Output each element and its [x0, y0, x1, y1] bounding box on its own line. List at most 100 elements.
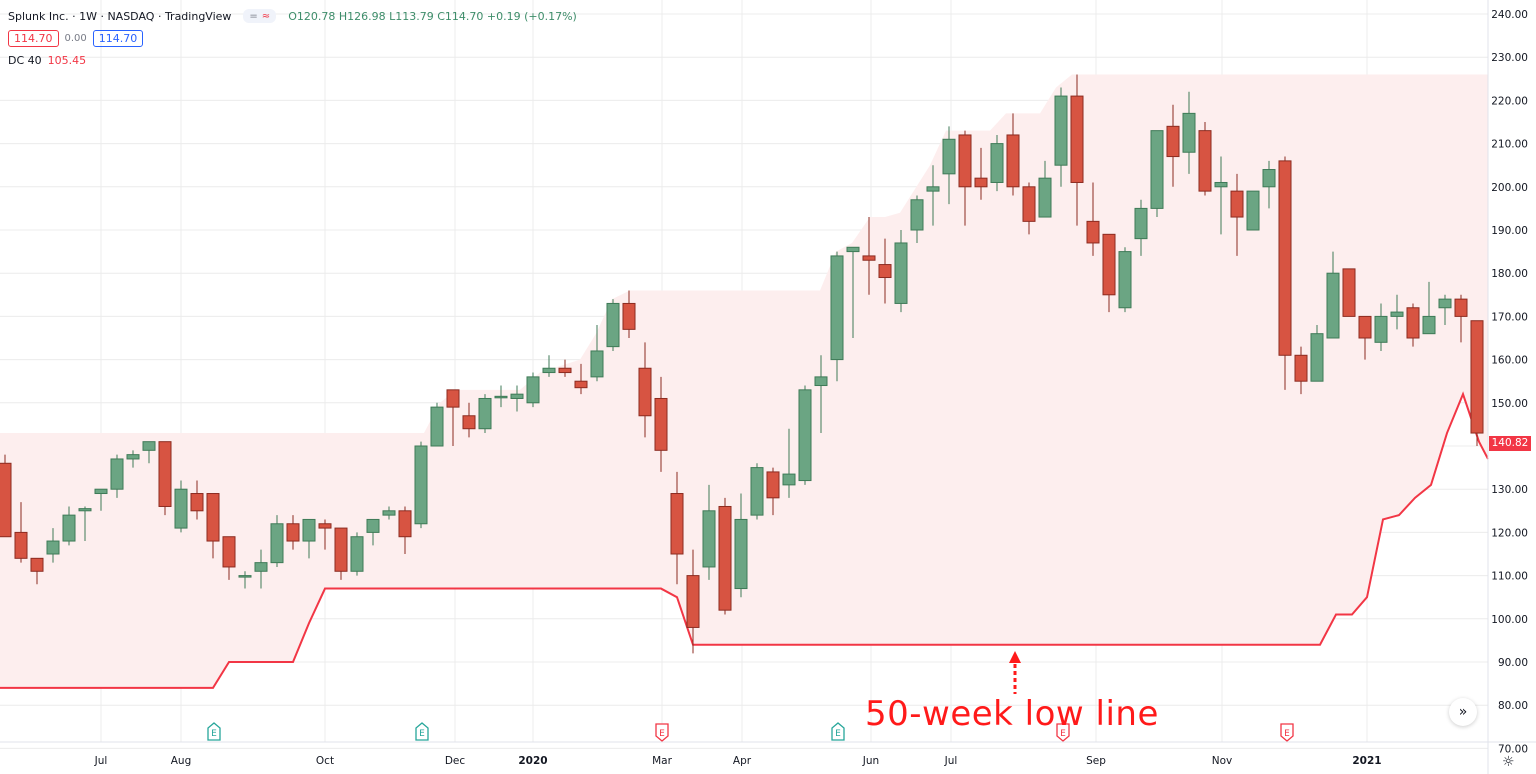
- candle: [46, 528, 60, 563]
- candle: [766, 467, 780, 516]
- candle: [1086, 182, 1100, 256]
- candle: [126, 450, 140, 468]
- candle: [1246, 190, 1260, 231]
- price-tick-label: 70.00: [1498, 743, 1528, 755]
- candle: [30, 557, 44, 585]
- earnings-marker-icon[interactable]: E: [831, 722, 845, 741]
- candle: [398, 506, 412, 554]
- candle: [974, 147, 988, 200]
- donchian-lower-line: [0, 391, 1489, 689]
- candle: [158, 441, 172, 516]
- approx-icon[interactable]: ≈: [261, 10, 271, 22]
- price-tick-label: 130.00: [1491, 484, 1528, 496]
- candle: [382, 506, 396, 520]
- candle: [958, 130, 972, 226]
- spread-value: 0.00: [64, 32, 87, 44]
- candle: [526, 372, 540, 408]
- candle: [910, 195, 924, 243]
- candle: [670, 471, 684, 585]
- scroll-to-realtime-button[interactable]: »: [1449, 698, 1477, 726]
- candle: [1230, 173, 1244, 256]
- candle: [1214, 156, 1228, 235]
- earnings-marker-icon[interactable]: E: [415, 722, 429, 741]
- time-tick-label: Jun: [862, 755, 879, 767]
- candle: [654, 376, 668, 472]
- earnings-marker-icon[interactable]: E: [1056, 723, 1070, 742]
- candle: [1166, 104, 1180, 187]
- price-tick-label: 180.00: [1491, 268, 1528, 280]
- candle: [222, 536, 236, 580]
- svg-text:E: E: [1060, 729, 1066, 739]
- svg-text:E: E: [659, 729, 665, 739]
- price-tick-label: 110.00: [1491, 571, 1528, 583]
- candle: [1118, 247, 1132, 313]
- equals-icon[interactable]: =: [249, 10, 258, 22]
- time-tick-label: Mar: [652, 755, 672, 767]
- earnings-marker-icon[interactable]: E: [1280, 723, 1294, 742]
- price-tick-label: 160.00: [1491, 355, 1528, 367]
- time-tick-label: Aug: [171, 755, 192, 767]
- indicator-label[interactable]: DC 40: [8, 53, 42, 67]
- candle: [542, 355, 556, 377]
- candle: [942, 126, 956, 205]
- annotation-arrow: [1009, 651, 1021, 694]
- candle: [94, 488, 108, 511]
- candle: [606, 299, 620, 351]
- double-chevron-right-icon: »: [1458, 704, 1468, 720]
- donchian-band-fill: [0, 74, 1488, 688]
- time-tick-label: Oct: [316, 755, 334, 767]
- candle: [750, 463, 764, 520]
- ask-price-badge[interactable]: 114.70: [92, 29, 144, 47]
- candle: [878, 238, 892, 304]
- chart-legend: Splunk Inc. · 1W · NASDAQ · TradingView …: [8, 6, 577, 70]
- candle: [1374, 303, 1388, 351]
- candle: [1182, 91, 1196, 174]
- candle: [862, 217, 876, 295]
- earnings-marker-icon[interactable]: E: [207, 722, 221, 741]
- candle: [1150, 130, 1164, 218]
- candle: [366, 518, 380, 546]
- candle: [782, 428, 796, 498]
- candle: [238, 571, 252, 589]
- candle: [14, 502, 28, 563]
- candle: [414, 441, 428, 529]
- candle: [510, 385, 524, 412]
- candle: [1358, 315, 1372, 360]
- candle: [1134, 199, 1148, 256]
- candle: [446, 389, 460, 446]
- candle: [1278, 156, 1292, 390]
- candle: [814, 355, 828, 434]
- price-tick-label: 100.00: [1491, 614, 1528, 626]
- time-tick-label: Apr: [733, 755, 752, 767]
- price-tick-label: 200.00: [1491, 182, 1528, 194]
- candle: [1262, 160, 1276, 209]
- candle: [990, 134, 1004, 192]
- time-tick-label: 2020: [518, 755, 547, 767]
- candle: [894, 230, 908, 313]
- indicator-toggle-buttons[interactable]: = ≈: [243, 9, 277, 23]
- gear-icon[interactable]: ☼: [1502, 754, 1515, 770]
- last-price-label: 140.82: [1489, 436, 1531, 451]
- svg-text:E: E: [835, 729, 841, 739]
- candle: [558, 359, 572, 377]
- candle: [590, 325, 604, 382]
- annotation-text: 50-week low line: [865, 694, 1159, 734]
- ohlc-values: O120.78 H126.98 L113.79 C114.70 +0.19 (+…: [288, 9, 577, 23]
- candle: [638, 342, 652, 438]
- candle: [1022, 182, 1036, 235]
- bid-price-badge[interactable]: 114.70: [8, 29, 59, 47]
- time-tick-label: Jul: [94, 755, 108, 767]
- price-axis: 70.00 80.00 90.00 100.00 110.00 120.00 130.00 1…: [1491, 9, 1528, 755]
- svg-text:E: E: [419, 729, 425, 739]
- earnings-marker-icon[interactable]: E: [655, 723, 669, 742]
- candle: [1326, 251, 1340, 339]
- symbol-title[interactable]: Splunk Inc. · 1W · NASDAQ · TradingView: [8, 9, 232, 23]
- candle: [1422, 281, 1436, 335]
- price-tick-label: 90.00: [1498, 657, 1528, 669]
- candle: [478, 394, 492, 434]
- candle: [494, 385, 508, 408]
- candle: [270, 515, 284, 567]
- candle: [1054, 87, 1068, 187]
- candle: [302, 518, 316, 559]
